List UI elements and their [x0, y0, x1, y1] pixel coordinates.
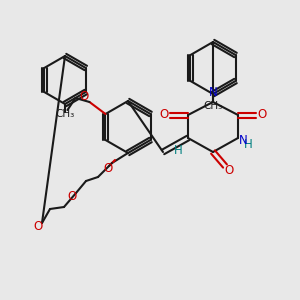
Text: H: H [174, 143, 182, 157]
Text: O: O [80, 91, 89, 103]
Text: CH₃: CH₃ [56, 109, 75, 119]
Text: O: O [159, 109, 169, 122]
Text: O: O [257, 109, 267, 122]
Text: CH₃: CH₃ [203, 101, 223, 111]
Text: N: N [208, 86, 217, 100]
Text: O: O [68, 190, 76, 203]
Text: H: H [244, 137, 252, 151]
Text: N: N [238, 134, 247, 148]
Text: O: O [33, 220, 43, 233]
Text: O: O [224, 164, 234, 176]
Text: O: O [103, 163, 112, 176]
